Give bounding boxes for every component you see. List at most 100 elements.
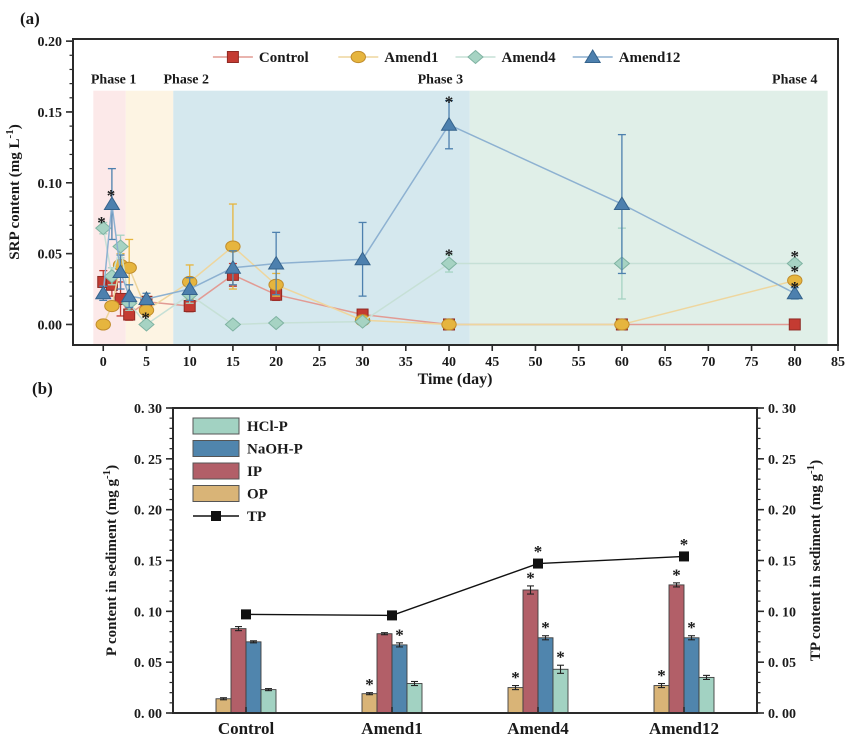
amend4-marker [224,317,242,332]
op-bar [215,698,232,714]
legend-tp-marker-icon [211,511,221,521]
right-y-tick-label: 0. 10 [768,605,796,620]
category-label-amend12: Amend12 [649,719,719,738]
amend1-marker [104,299,120,313]
significance-asterisk: * [791,247,800,266]
legend-label: Control [259,50,309,66]
panel-b-left-y-axis-label: P content in sediment (mg g-1) [101,465,120,656]
left-y-tick-label: 0. 10 [134,605,162,620]
right-y-tick-label: 0. 20 [768,504,796,519]
legend-swatch-ip [192,462,240,480]
amend1-marker [614,318,630,331]
x-tick-label: 20 [269,355,283,370]
naoh-p-bar [537,637,554,714]
x-tick-label: 0 [100,355,107,370]
legend-label: IP [247,464,262,480]
x-tick-label: 45 [485,355,499,370]
tp-line [245,555,685,617]
x-tick-label: 55 [572,355,586,370]
ip-bar [522,589,539,714]
amend12-marker [354,251,371,266]
legend-item-naoh-p: NaOH-P [192,440,303,458]
phase-label-4: Phase 4 [772,73,818,88]
y-tick-label: 0.15 [38,106,63,121]
legend-swatch-hcl-p [192,417,240,435]
amend12-marker [120,288,138,303]
legend-item-ip: IP [192,462,262,480]
significance-asterisk: * [791,262,800,281]
ip-bar [376,633,393,714]
control-marker [788,318,801,331]
amend4-marker [440,256,458,271]
significance-asterisk: * [97,213,106,232]
naoh-p-bar [683,637,700,714]
legend-label: TP [247,509,266,525]
amend12-marker [138,290,155,305]
significance-asterisk: * [687,618,696,637]
amend12-line [102,123,796,300]
legend-label: Amend1 [384,50,438,66]
right-y-tick-label: 0. 05 [768,656,796,671]
tp-marker [533,558,543,569]
x-tick-label: 5 [143,355,150,370]
significance-asterisk: * [107,186,116,205]
x-tick-label: 85 [831,355,845,370]
significance-asterisk: * [657,666,666,685]
naoh-p-bar [245,641,262,714]
legend-swatch-op [192,485,240,502]
right-y-tick-label: 0. 15 [768,555,796,570]
legend-swatch-naoh-p [192,440,240,457]
x-tick-label: 35 [399,355,413,370]
significance-asterisk: * [445,93,454,112]
panel-b-tag: (b) [32,379,53,398]
right-y-tick-label: 0. 25 [768,453,796,468]
significance-asterisk: * [395,625,404,644]
legend-label: Amend12 [619,50,681,66]
panel-a-tag: (a) [20,9,40,28]
legend-label: OP [247,487,268,503]
legend-marker-square-icon [226,51,239,63]
significance-asterisk: * [672,565,681,584]
legend-item-amend1: Amend1 [338,50,438,66]
phase-label-2: Phase 2 [163,73,209,88]
legend-item-hcl-p: HCl-P [192,417,288,435]
hcl-p-bar [406,683,423,714]
category-label-amend4: Amend4 [507,719,569,738]
legend-label: HCl-P [247,419,288,435]
legend-item-op: OP [192,485,268,503]
naoh-p-bar [391,644,408,714]
significance-asterisk: * [556,648,565,667]
y-tick-label: 0.20 [38,35,63,50]
legend-item-tp: TP [193,509,266,525]
significance-asterisk: * [445,246,454,265]
left-y-tick-label: 0. 25 [134,453,162,468]
x-tick-label: 60 [615,355,629,370]
significance-asterisk: * [141,309,150,328]
significance-asterisk: * [365,675,374,694]
amend1-marker [95,318,111,331]
op-bar [361,693,378,714]
left-y-tick-label: 0. 20 [134,504,162,519]
legend-item-control: Control [212,50,309,66]
hcl-p-bar [260,689,277,714]
amend12-marker [181,281,199,296]
legend-label: Amend4 [502,50,557,66]
amend1-marker [441,318,457,331]
panel-a-y-axis-label: SRP content (mg L-1) [4,124,23,259]
op-bar [653,685,670,714]
y-tick-label: 0.05 [38,248,63,263]
amend12-marker [440,116,458,131]
phase-label-1: Phase 1 [91,73,137,88]
tp-marker [679,551,689,562]
x-tick-label: 25 [312,355,326,370]
x-tick-label: 15 [226,355,240,370]
x-tick-label: 65 [658,355,672,370]
significance-asterisk: * [534,542,543,561]
significance-asterisk: * [791,278,800,297]
hcl-p-bar [552,668,569,714]
ip-bar [230,628,247,714]
amend12-marker [267,255,285,270]
panel-b-right-y-axis-label: TP content in sediment (mg g-1) [805,460,824,661]
legend-item-amend4: Amend4 [455,49,557,66]
